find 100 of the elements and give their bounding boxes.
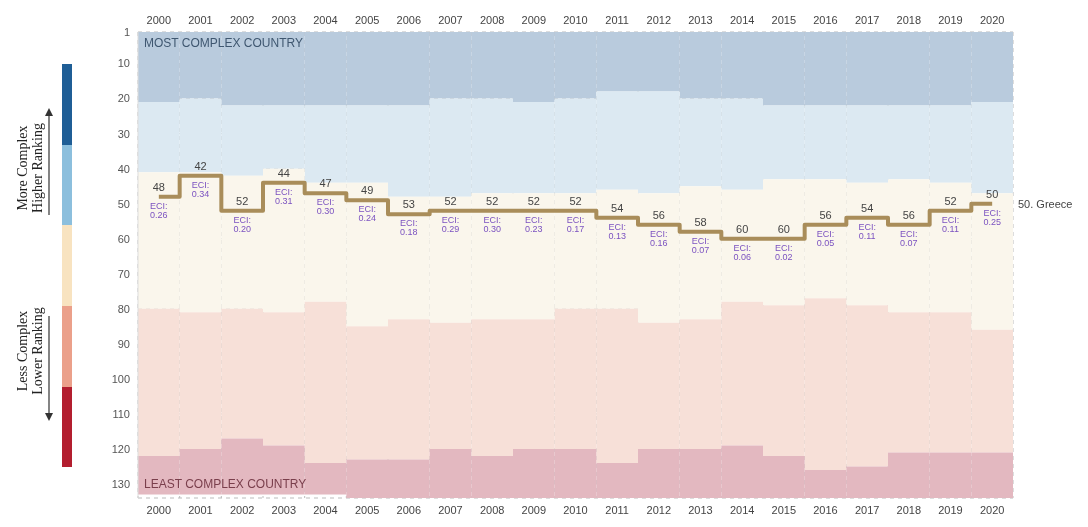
- text: Higher Ranking: [30, 123, 46, 213]
- y-tick-label: 80: [117, 302, 130, 315]
- text: Less Complex: [15, 310, 31, 392]
- x-tick-label: 2018: [896, 503, 922, 516]
- y-tick-label: 90: [117, 337, 130, 350]
- category-label: 2004: [313, 14, 338, 26]
- x-tick-label: 2012: [646, 503, 672, 516]
- annotation: ECI: 0.24: [358, 204, 376, 224]
- annotation: ECI: 0.34: [191, 179, 210, 199]
- x-tick-label: 2001: [188, 503, 213, 516]
- category-label: 2007: [438, 14, 463, 26]
- x-tick-label: 2004: [313, 503, 338, 516]
- annotation: ECI: 0.06: [733, 242, 751, 262]
- x-tick-label: 2003: [271, 503, 297, 516]
- y-tick-label: 1: [123, 25, 130, 38]
- category-label: 2018: [896, 14, 922, 26]
- annotation: ECI: 0.30: [483, 214, 501, 234]
- category-label: 2019: [938, 14, 963, 26]
- annotation: ECI: 0.30: [316, 197, 335, 217]
- x-tick-label: 2010: [563, 503, 588, 516]
- annotation: ECI: 0.07: [900, 228, 918, 248]
- annotation: ECI: 0.13: [608, 221, 626, 241]
- annotation: 50. Greece: [1018, 197, 1073, 210]
- category-label: 2016: [813, 14, 838, 26]
- x-tick-label: 2005: [354, 503, 380, 516]
- annotation: ECI: 0.05: [816, 228, 835, 248]
- annotation: ECI: 0.25: [983, 207, 1001, 227]
- x-tick-label: 2015: [771, 503, 797, 516]
- data-label: 52: [944, 194, 957, 207]
- data-label: 52: [236, 194, 249, 207]
- data-label: 44: [277, 166, 290, 179]
- annotation: ECI: 0.31: [275, 186, 293, 206]
- x-tick-label: 2008: [479, 503, 505, 516]
- category-label: 2002: [229, 14, 255, 26]
- x-tick-label: 2016: [813, 503, 838, 516]
- annotation: ECI: 0.29: [441, 214, 460, 234]
- category-label: 2012: [646, 14, 672, 26]
- annotation: ECI: 0.20: [233, 214, 251, 234]
- category-label: 2001: [188, 14, 213, 26]
- data-label: 58: [694, 215, 707, 228]
- text: More Complex: [15, 125, 31, 211]
- y-tick-label: 100: [111, 372, 130, 385]
- x-tick-label: 2007: [438, 503, 463, 516]
- category-label: 2011: [605, 14, 629, 26]
- x-tick-label: 2006: [396, 503, 422, 516]
- category-label: 2020: [979, 14, 1005, 26]
- category-label: 2010: [563, 14, 588, 26]
- data-label: 52: [444, 194, 457, 207]
- category-label: 2003: [271, 14, 297, 26]
- y-tick-label: 60: [117, 232, 130, 245]
- y-tick-label: 10: [117, 57, 130, 70]
- annotation: ECI: 0.17: [566, 214, 585, 234]
- annotation: ECI: 0.07: [691, 235, 710, 255]
- y-tick-label: 50: [117, 197, 130, 210]
- category-label: 2017: [854, 14, 880, 26]
- data-label: 48: [152, 180, 165, 193]
- data-label: 60: [777, 222, 790, 235]
- annotation: MOST COMPLEX COUNTRY: [144, 36, 303, 50]
- annotation: ECI: 0.11: [941, 214, 960, 234]
- annotation: ECI: 0.11: [858, 221, 876, 241]
- category-label: 2000: [146, 14, 172, 26]
- x-tick-label: 2011: [605, 503, 629, 516]
- category-label: 2006: [396, 14, 422, 26]
- data-label: 56: [902, 208, 915, 221]
- y-tick-label: 40: [117, 162, 130, 175]
- category-label: 2005: [354, 14, 380, 26]
- y-tick-label: 30: [117, 127, 130, 140]
- x-tick-label: 2009: [521, 503, 547, 516]
- category-label: 2009: [521, 14, 547, 26]
- data-label: 42: [194, 159, 207, 172]
- annotation: ECI: 0.26: [150, 200, 168, 220]
- x-tick-label: 2020: [979, 503, 1005, 516]
- y-tick-label: 20: [117, 92, 130, 105]
- y-tick-label: 120: [111, 442, 130, 455]
- y-tick-label: 110: [112, 407, 130, 420]
- x-tick-label: 2017: [854, 503, 880, 516]
- data-label: 54: [861, 201, 874, 214]
- annotation: ECI: 0.23: [525, 214, 543, 234]
- data-label: 56: [819, 208, 832, 221]
- x-tick-label: 2014: [729, 503, 755, 516]
- data-label: 50: [986, 187, 999, 200]
- data-label: 47: [319, 177, 332, 190]
- text: Lower Ranking: [30, 307, 46, 395]
- annotation: ECI: 0.02: [775, 242, 793, 262]
- category-label: 2015: [771, 14, 797, 26]
- y-tick-label: 70: [117, 267, 130, 280]
- data-label: 49: [361, 184, 374, 197]
- data-label: 52: [527, 194, 540, 207]
- x-tick-label: 2002: [229, 503, 255, 516]
- x-tick-label: 2000: [146, 503, 172, 516]
- y-tick-label: 130: [111, 477, 130, 490]
- data-label: 53: [402, 198, 415, 211]
- annotation: LEAST COMPLEX COUNTRY: [144, 477, 307, 491]
- data-label: 52: [486, 194, 499, 207]
- category-label: 2014: [729, 14, 755, 26]
- data-label: 56: [652, 208, 665, 221]
- category-label: 2013: [688, 14, 713, 26]
- annotation: ECI: 0.16: [650, 228, 668, 248]
- data-label: 54: [611, 201, 624, 214]
- x-tick-label: 2019: [938, 503, 963, 516]
